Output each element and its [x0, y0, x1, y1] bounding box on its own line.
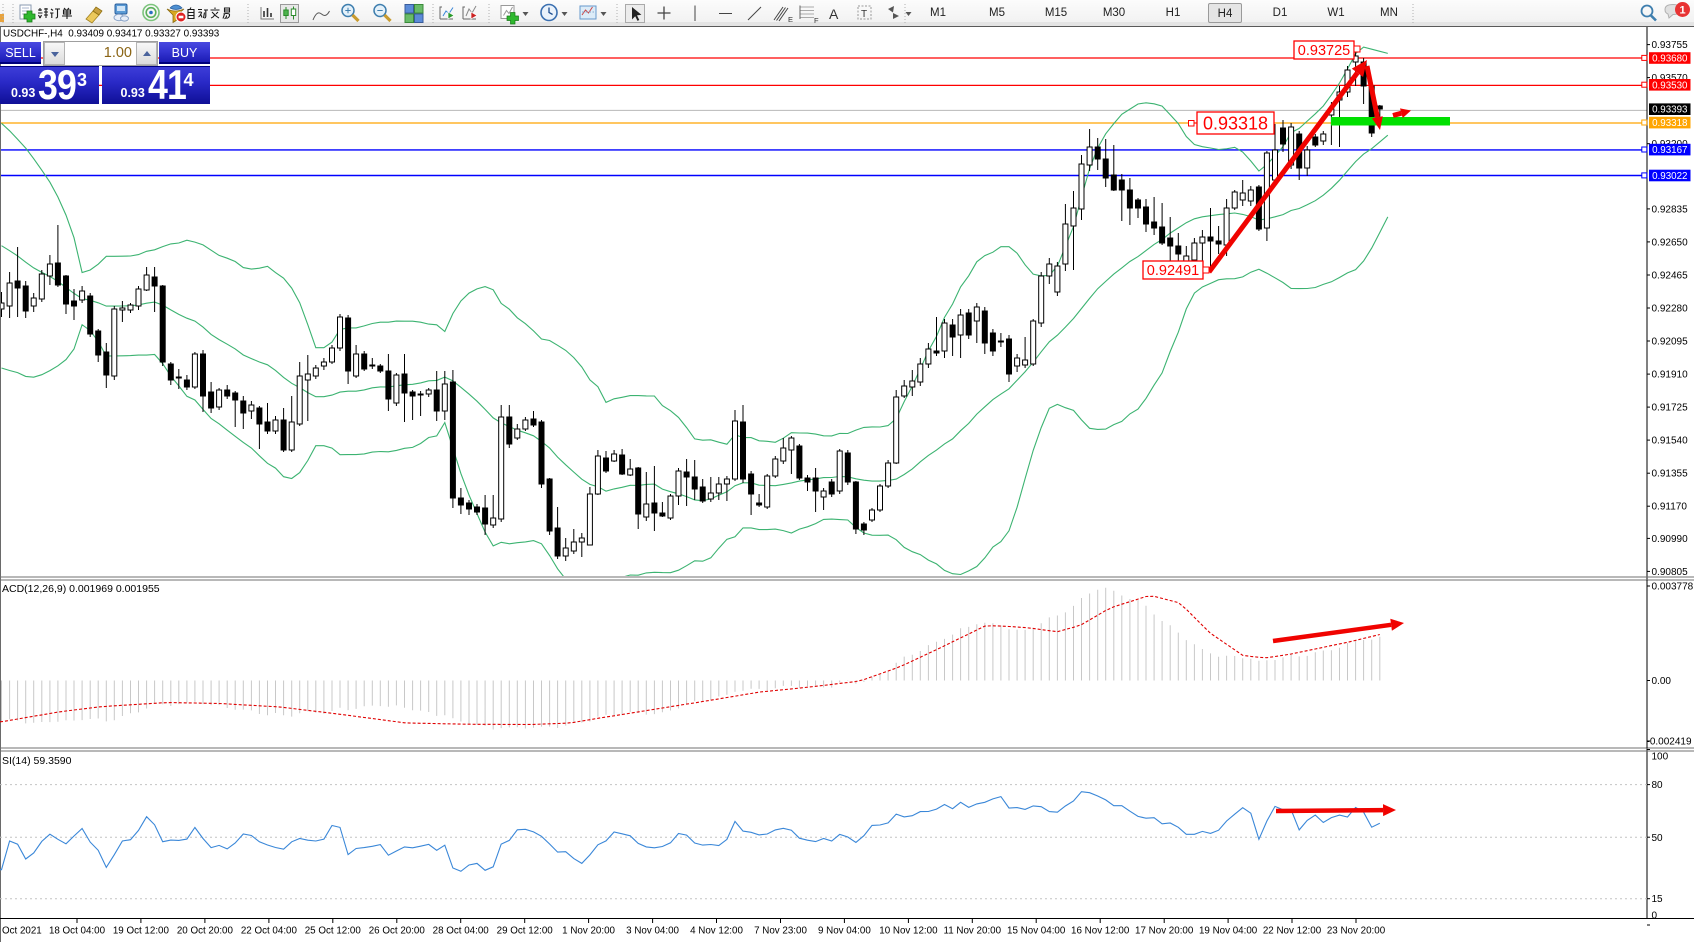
svg-text:0.90990: 0.90990	[1652, 534, 1689, 545]
svg-text:0.92491: 0.92491	[1147, 263, 1199, 279]
svg-text:100: 100	[1652, 752, 1669, 763]
svg-text:0.91910: 0.91910	[1652, 370, 1689, 381]
svg-text:0.93318: 0.93318	[1652, 118, 1688, 129]
svg-text:-0.002419: -0.002419	[1647, 737, 1692, 748]
svg-text:0.91170: 0.91170	[1652, 502, 1688, 513]
svg-text:0.93755: 0.93755	[1652, 40, 1689, 51]
svg-text:0.93725: 0.93725	[1298, 43, 1350, 59]
svg-text:4 Nov 12:00: 4 Nov 12:00	[690, 926, 743, 937]
svg-text:0.91725: 0.91725	[1652, 403, 1689, 414]
svg-text:0.93530: 0.93530	[1652, 80, 1688, 91]
svg-text:0.91355: 0.91355	[1652, 469, 1689, 480]
svg-text:19 Nov 04:00: 19 Nov 04:00	[1199, 926, 1258, 937]
svg-text:0.92280: 0.92280	[1652, 304, 1689, 315]
svg-text:0.92465: 0.92465	[1652, 271, 1689, 282]
svg-text:T: T	[861, 9, 867, 20]
svg-text:16 Nov 12:00: 16 Nov 12:00	[1071, 926, 1130, 937]
svg-text:ACD(12,26,9) 0.001969 0.001955: ACD(12,26,9) 0.001969 0.001955	[2, 583, 160, 595]
svg-text:22 Nov 12:00: 22 Nov 12:00	[1263, 926, 1322, 937]
svg-text:11 Nov 20:00: 11 Nov 20:00	[944, 926, 1002, 937]
svg-text:3 Nov 04:00: 3 Nov 04:00	[626, 926, 679, 937]
svg-text:USDCHF-,H4 0.93409 0.93417 0.: USDCHF-,H4 0.93409 0.93417 0.93327 0.933…	[3, 29, 220, 40]
svg-text:F: F	[814, 16, 819, 25]
svg-text:20 Oct 20:00: 20 Oct 20:00	[177, 926, 234, 937]
svg-text:0: 0	[1652, 911, 1658, 922]
svg-text:0.93022: 0.93022	[1652, 171, 1687, 182]
svg-text:28 Oct 04:00: 28 Oct 04:00	[433, 926, 490, 937]
svg-text:15 Nov 04:00: 15 Nov 04:00	[1007, 926, 1066, 937]
svg-text:19 Oct 12:00: 19 Oct 12:00	[113, 926, 170, 937]
svg-text:18 Oct 04:00: 18 Oct 04:00	[49, 926, 106, 937]
svg-text:50: 50	[1652, 833, 1664, 844]
svg-text:10 Nov 12:00: 10 Nov 12:00	[879, 926, 938, 937]
svg-text:0.93393: 0.93393	[1652, 105, 1688, 116]
svg-text:0.92835: 0.92835	[1652, 204, 1689, 215]
svg-text:0.93167: 0.93167	[1652, 145, 1687, 156]
svg-text:9 Nov 04:00: 9 Nov 04:00	[818, 926, 871, 937]
svg-text:E: E	[788, 15, 793, 24]
svg-text:1: 1	[1679, 5, 1685, 17]
svg-text:Oct 2021: Oct 2021	[2, 926, 42, 937]
svg-text:0.90805: 0.90805	[1652, 567, 1689, 578]
svg-text:0.91540: 0.91540	[1652, 436, 1689, 447]
svg-text:80: 80	[1652, 780, 1664, 791]
svg-text:0.93570: 0.93570	[1652, 73, 1689, 84]
svg-text:0.93680: 0.93680	[1652, 54, 1688, 65]
svg-text:23 Nov 20:00: 23 Nov 20:00	[1327, 926, 1386, 937]
svg-text:22 Oct 04:00: 22 Oct 04:00	[241, 926, 298, 937]
svg-text:SI(14) 59.3590: SI(14) 59.3590	[2, 755, 72, 767]
svg-text:0.92095: 0.92095	[1652, 337, 1689, 348]
svg-text:0.003778: 0.003778	[1652, 582, 1694, 593]
svg-text:29 Oct 12:00: 29 Oct 12:00	[497, 926, 554, 937]
svg-text:15: 15	[1652, 894, 1664, 905]
svg-text:0.92650: 0.92650	[1652, 237, 1689, 248]
svg-text:26 Oct 20:00: 26 Oct 20:00	[369, 926, 426, 937]
svg-text:25 Oct 12:00: 25 Oct 12:00	[305, 926, 362, 937]
svg-text:0.93318: 0.93318	[1203, 113, 1268, 133]
svg-text:1 Nov 20:00: 1 Nov 20:00	[562, 926, 615, 937]
svg-text:0.00: 0.00	[1652, 676, 1672, 687]
svg-text:A: A	[829, 6, 839, 22]
svg-text:17 Nov 20:00: 17 Nov 20:00	[1135, 926, 1194, 937]
svg-text:7 Nov 23:00: 7 Nov 23:00	[754, 926, 807, 937]
